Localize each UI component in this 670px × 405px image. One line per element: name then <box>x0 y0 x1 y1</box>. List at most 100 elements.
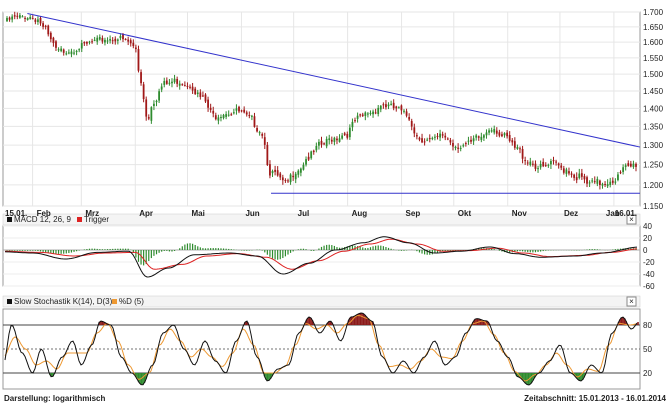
trigger-legend-label: Trigger <box>84 215 109 224</box>
trendline-line <box>27 12 641 148</box>
price-xtick-label: Mai <box>191 209 204 218</box>
price-candle <box>178 83 181 86</box>
price-candle <box>508 135 511 141</box>
price-candle <box>31 18 34 20</box>
price-candle <box>544 164 547 166</box>
price-candle <box>426 139 429 141</box>
macd-ytick-label: -40 <box>643 270 655 279</box>
price-candle <box>70 51 73 55</box>
price-ytick-label: 1.300 <box>643 141 664 150</box>
price-candle <box>318 141 320 146</box>
price-candle <box>397 107 400 109</box>
price-candle <box>165 80 168 84</box>
macd-header <box>2 213 641 226</box>
price-candle <box>232 112 235 114</box>
price-candle <box>227 114 230 116</box>
price-ytick-label: 1.200 <box>643 181 664 190</box>
price-candle <box>428 138 431 140</box>
price-candle <box>583 176 586 180</box>
price-candle <box>415 135 418 137</box>
price-candle <box>586 177 588 184</box>
price-candle <box>160 86 163 90</box>
price-candle <box>392 102 395 109</box>
price-xtick-label: Jun <box>245 209 259 218</box>
price-candle <box>513 141 516 148</box>
price-candle <box>511 140 514 143</box>
stochastic-ytick-label: 20 <box>643 369 652 378</box>
price-candle <box>400 105 403 111</box>
price-xtick-label: Sep <box>406 209 421 218</box>
price-candle <box>441 134 444 136</box>
price-candle <box>488 130 490 133</box>
price-candle <box>568 171 570 174</box>
price-candle <box>16 15 19 17</box>
price-candle <box>519 148 521 150</box>
price-candle <box>29 17 32 19</box>
price-candle <box>98 37 101 40</box>
price-xtick-label: Dez <box>564 209 578 218</box>
price-candle <box>176 78 179 84</box>
price-candle <box>122 34 124 40</box>
price-candle <box>60 48 63 52</box>
price-candle <box>529 161 532 165</box>
price-candle <box>276 170 279 176</box>
price-candle <box>382 104 385 106</box>
stochastic-d-legend-swatch <box>112 299 117 304</box>
price-candle <box>261 133 264 136</box>
price-candle <box>617 174 619 181</box>
price-candle <box>390 103 393 105</box>
price-candle <box>119 35 122 39</box>
macd-ytick-label: 20 <box>643 234 652 243</box>
price-candle <box>315 146 318 151</box>
price-candle <box>183 85 186 87</box>
price-candle <box>132 42 135 47</box>
price-candle <box>287 180 289 182</box>
price-ytick-label: 1.550 <box>643 54 664 63</box>
price-candle <box>588 182 591 184</box>
price-candle <box>524 160 527 162</box>
stochastic-close-box <box>626 296 637 307</box>
price-candle <box>557 163 560 166</box>
price-candle <box>431 137 434 139</box>
price-candle <box>263 137 266 145</box>
footer-period-label: Zeitabschnitt: 15.01.2013 - 16.01.2014 <box>524 394 666 403</box>
price-candle <box>501 134 503 137</box>
price-candle <box>289 174 292 183</box>
price-candle <box>168 82 171 84</box>
macd-panel <box>2 225 641 287</box>
price-candle <box>457 147 460 149</box>
price-candle <box>343 133 346 135</box>
price-candle <box>235 108 238 111</box>
price-candle <box>596 178 599 184</box>
price-xtick-label: Feb <box>37 209 51 218</box>
price-candle <box>21 16 24 18</box>
price-candle <box>480 136 483 140</box>
price-candle <box>312 150 315 153</box>
price-candle <box>454 146 457 149</box>
price-candle <box>609 181 612 186</box>
price-candle <box>80 43 83 49</box>
macd-legend-label: MACD 12, 26, 9 <box>14 215 71 224</box>
price-candle <box>47 25 50 35</box>
price-xtick-label: 15.01. <box>5 209 27 218</box>
macd-trigger-line <box>5 238 638 270</box>
price-candle <box>395 106 398 109</box>
price-candle <box>86 42 88 44</box>
price-candle <box>336 138 338 141</box>
price-candle <box>142 84 145 100</box>
price-candle <box>42 23 44 27</box>
macd-close-icon: × <box>629 215 634 224</box>
price-candle <box>150 107 153 121</box>
price-candle <box>423 141 426 143</box>
macd-line <box>4 236 638 278</box>
price-candle <box>495 130 498 134</box>
price-candle <box>292 175 295 178</box>
price-candle <box>212 110 215 114</box>
price-candle <box>493 128 496 133</box>
price-ytick-label: 1.450 <box>643 87 664 96</box>
price-xtick-label: Apr <box>139 209 153 218</box>
price-candle <box>413 127 416 134</box>
price-candle <box>562 168 565 173</box>
price-candle <box>369 112 372 114</box>
macd-close-box <box>626 214 637 225</box>
